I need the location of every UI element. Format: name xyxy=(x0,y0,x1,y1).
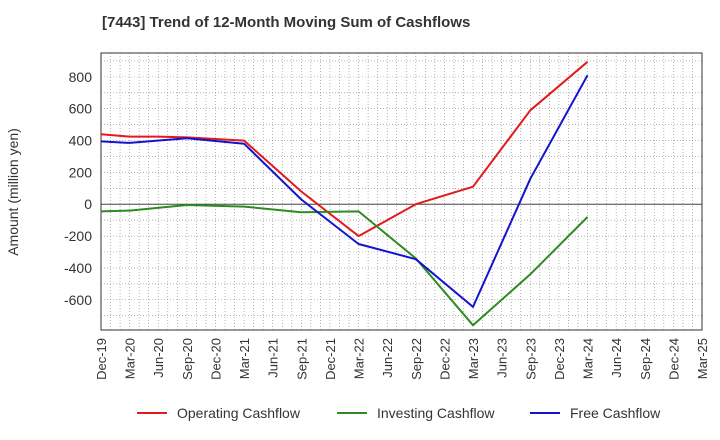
x-tick-label: Mar-23 xyxy=(466,338,481,379)
x-tick-label: Mar-22 xyxy=(352,338,367,379)
series-line-operating-cashflow xyxy=(100,61,589,238)
x-tick-label: Sep-21 xyxy=(294,338,309,380)
x-tick-label: Sep-20 xyxy=(180,338,195,380)
legend-label-free: Free Cashflow xyxy=(570,405,661,421)
legend-item-operating: Operating Cashflow xyxy=(137,405,300,421)
legend-swatch-investing xyxy=(337,412,367,414)
y-tick-label: -200 xyxy=(64,228,92,244)
y-tick-label: 400 xyxy=(69,133,93,149)
legend-item-free: Free Cashflow xyxy=(530,405,660,421)
x-tick-label: Mar-24 xyxy=(581,338,596,379)
legend-swatch-free xyxy=(530,412,560,414)
x-tick-label: Mar-21 xyxy=(237,338,252,379)
x-tick-label: Dec-20 xyxy=(208,338,223,380)
legend-swatch-operating xyxy=(137,412,167,414)
x-tick-label: Dec-22 xyxy=(437,338,452,380)
x-tick-label: Sep-24 xyxy=(638,338,653,380)
series-lines xyxy=(100,61,589,327)
y-tick-label: 200 xyxy=(69,164,93,180)
x-tick-label: Dec-23 xyxy=(552,338,567,380)
x-tick-label: Sep-22 xyxy=(409,338,424,380)
x-tick-label: Jun-23 xyxy=(495,338,510,378)
y-tick-label: 800 xyxy=(69,69,93,85)
y-tick-label: 600 xyxy=(69,101,93,117)
x-tick-label: Dec-21 xyxy=(323,338,338,380)
x-tick-label: Dec-19 xyxy=(94,338,109,380)
y-tick-label: -400 xyxy=(64,260,92,276)
chart-title: [7443] Trend of 12-Month Moving Sum of C… xyxy=(102,14,471,31)
x-tick-label: Dec-24 xyxy=(666,338,681,380)
x-tick-label: Sep-23 xyxy=(523,338,538,380)
series-line-free-cashflow xyxy=(100,74,589,308)
legend-label-investing: Investing Cashflow xyxy=(377,405,495,421)
x-tick-label: Mar-20 xyxy=(123,338,138,379)
legend: Operating Cashflow Investing Cashflow Fr… xyxy=(0,405,720,425)
legend-label-operating: Operating Cashflow xyxy=(177,405,300,421)
y-tick-label: 0 xyxy=(84,196,92,212)
legend-item-investing: Investing Cashflow xyxy=(337,405,495,421)
x-tick-label: Jun-24 xyxy=(609,338,624,378)
x-tick-label: Jun-21 xyxy=(266,338,281,378)
grid xyxy=(100,53,703,330)
x-tick-label: Mar-25 xyxy=(695,338,710,379)
y-tick-label: -600 xyxy=(64,292,92,308)
y-axis-label: Amount (million yen) xyxy=(5,128,21,256)
x-tick-label: Jun-20 xyxy=(151,338,166,378)
series-line-investing-cashflow xyxy=(100,204,589,327)
x-tick-label: Jun-22 xyxy=(380,338,395,378)
plot-frame xyxy=(100,52,703,331)
axes: -600 -400 -200 0 200 400 600 800 Dec-19 Mar-20 Jun… xyxy=(64,52,710,380)
